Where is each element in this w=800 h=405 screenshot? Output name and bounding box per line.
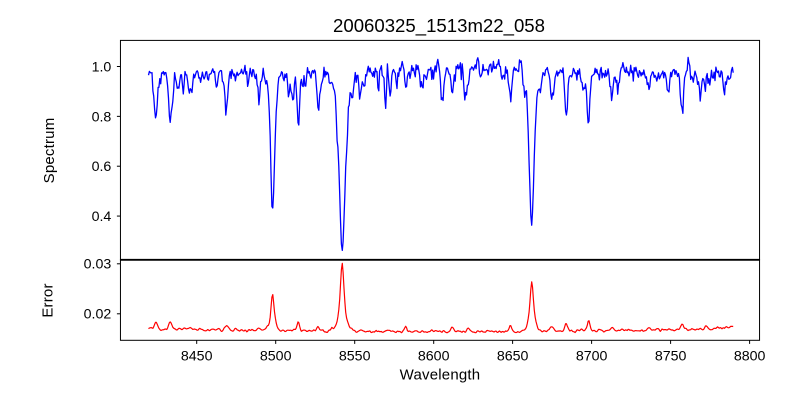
svg-text:8550: 8550 <box>339 349 371 365</box>
svg-text:8700: 8700 <box>576 349 608 365</box>
svg-text:8500: 8500 <box>260 349 292 365</box>
svg-text:0.8: 0.8 <box>92 109 112 125</box>
svg-text:0.6: 0.6 <box>92 159 112 175</box>
svg-text:0.4: 0.4 <box>92 209 112 225</box>
svg-text:Error: Error <box>40 283 57 317</box>
svg-text:8450: 8450 <box>181 349 213 365</box>
svg-text:Spectrum: Spectrum <box>41 118 58 184</box>
svg-text:0.02: 0.02 <box>84 307 112 323</box>
svg-text:8600: 8600 <box>418 349 450 365</box>
svg-text:8800: 8800 <box>734 349 766 365</box>
svg-text:8650: 8650 <box>497 349 529 365</box>
svg-text:20060325_1513m22_058: 20060325_1513m22_058 <box>333 15 545 37</box>
svg-text:1.0: 1.0 <box>92 59 112 75</box>
svg-text:0.03: 0.03 <box>84 257 112 273</box>
svg-text:8750: 8750 <box>655 349 687 365</box>
svg-text:Wavelength: Wavelength <box>400 366 481 383</box>
